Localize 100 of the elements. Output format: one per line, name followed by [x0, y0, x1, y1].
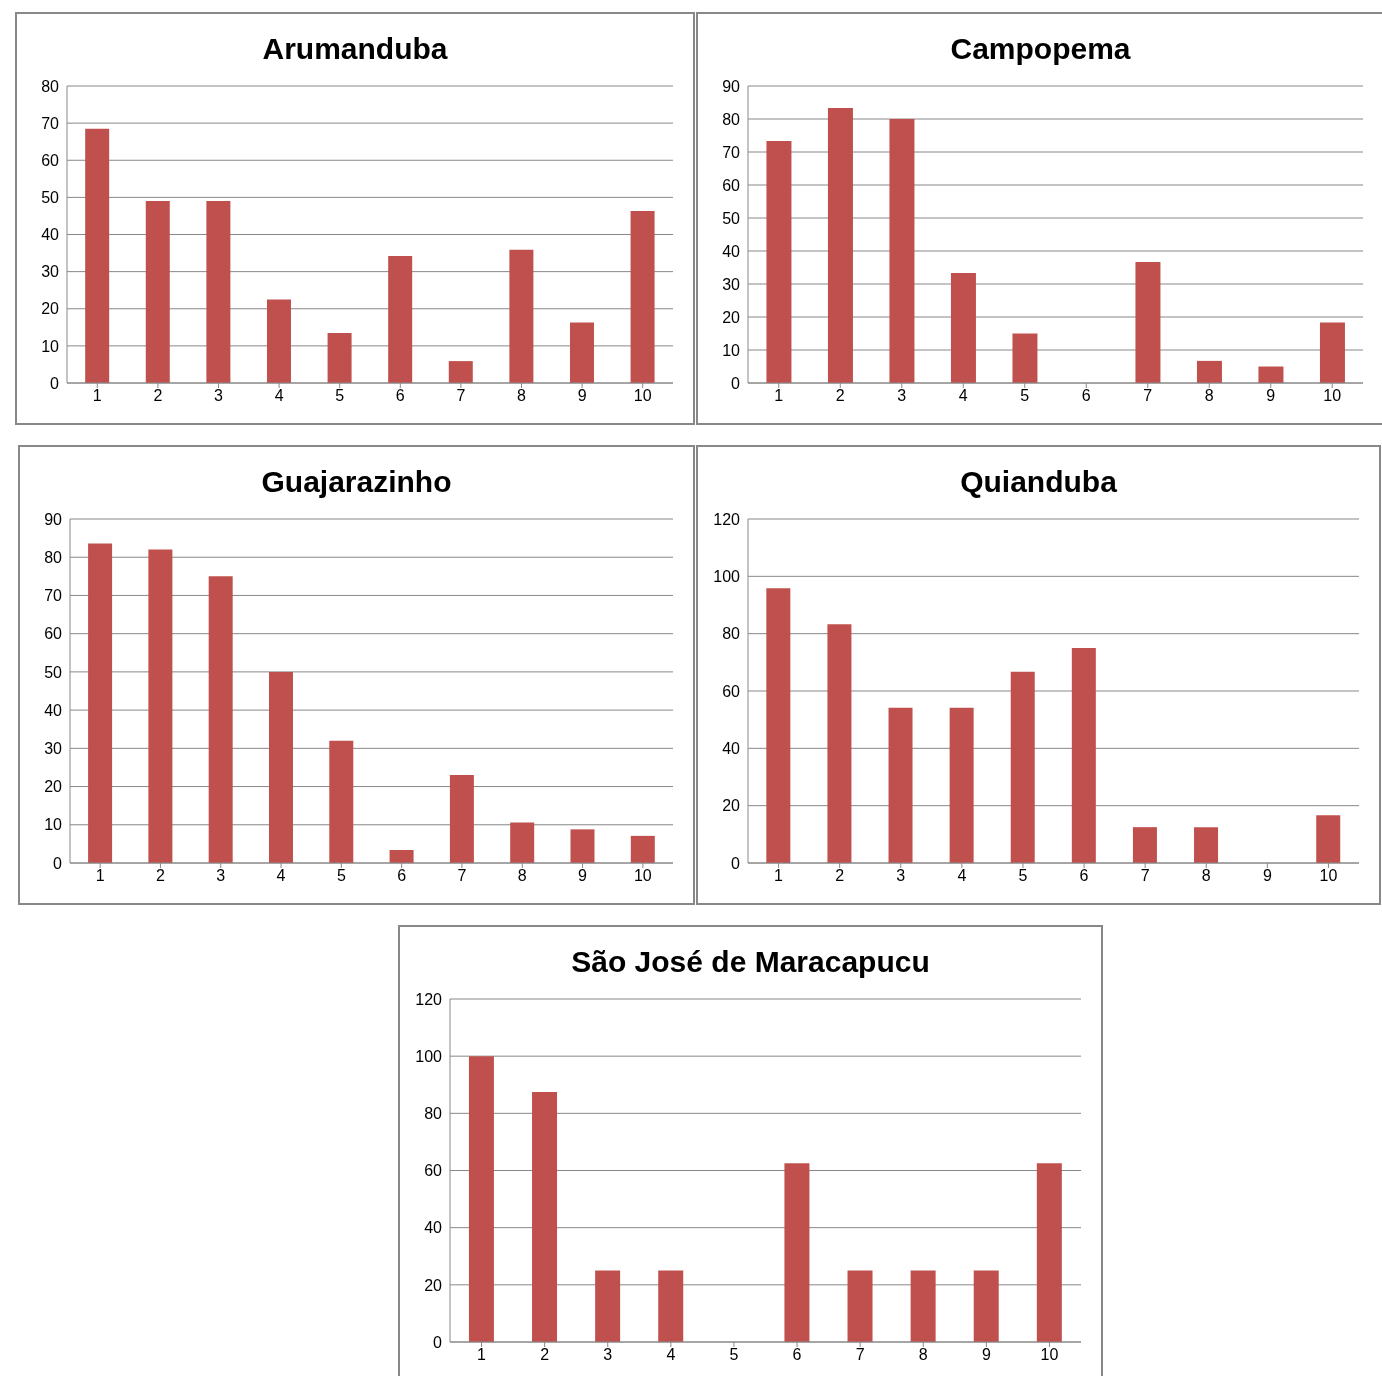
- bar: [208, 576, 233, 863]
- y-tick-label: 80: [41, 77, 60, 95]
- y-tick-label: 100: [415, 1047, 443, 1065]
- x-tick-label: 1: [774, 867, 784, 885]
- bar: [888, 707, 913, 863]
- y-tick-label: 90: [44, 510, 63, 528]
- y-tick-label: 40: [41, 226, 60, 244]
- bar: [388, 256, 413, 383]
- y-tick-label: 10: [722, 341, 741, 359]
- y-tick-label: 40: [44, 701, 63, 719]
- bar: [889, 119, 915, 383]
- bar: [449, 775, 474, 863]
- bar: [973, 1270, 999, 1342]
- bar: [1036, 1163, 1062, 1342]
- y-tick-label: 0: [731, 854, 741, 872]
- y-tick-label: 50: [44, 663, 63, 681]
- y-tick-label: 70: [41, 114, 60, 132]
- y-tick-label: 100: [713, 568, 741, 586]
- x-tick-label: 10: [1040, 1346, 1059, 1364]
- bar: [266, 299, 291, 383]
- x-tick-label: 5: [1020, 387, 1030, 405]
- x-tick-label: 8: [1201, 867, 1211, 885]
- x-tick-label: 8: [918, 1346, 928, 1364]
- x-tick-label: 9: [1266, 387, 1276, 405]
- bar: [1319, 322, 1345, 383]
- y-tick-label: 60: [722, 176, 741, 194]
- x-tick-label: 10: [633, 867, 652, 885]
- bar: [630, 211, 655, 383]
- x-tick-label: 1: [92, 387, 102, 405]
- bar: [766, 141, 792, 383]
- bar: [327, 332, 352, 383]
- x-tick-label: 7: [457, 867, 467, 885]
- chart-title: Quianduba: [959, 465, 1118, 500]
- x-tick-label: 7: [1140, 867, 1150, 885]
- x-tick-label: 9: [578, 867, 588, 885]
- y-tick-label: 120: [415, 990, 443, 1008]
- x-tick-label: 8: [517, 867, 527, 885]
- x-tick-label: 1: [95, 867, 105, 885]
- y-tick-label: 0: [50, 374, 60, 392]
- y-tick-label: 20: [44, 778, 63, 796]
- x-tick-label: 1: [774, 387, 784, 405]
- bar: [1071, 648, 1096, 863]
- x-tick-label: 3: [216, 867, 226, 885]
- y-tick-label: 60: [722, 682, 741, 700]
- bar: [389, 850, 414, 863]
- bar: [1010, 671, 1035, 863]
- x-tick-label: 10: [633, 387, 652, 405]
- bar: [1012, 333, 1038, 383]
- bar: [510, 822, 535, 863]
- x-tick-label: 4: [276, 867, 286, 885]
- bar: [784, 1163, 810, 1342]
- bar: [1196, 360, 1222, 383]
- x-tick-label: 10: [1319, 867, 1338, 885]
- x-tick-label: 7: [855, 1346, 865, 1364]
- x-tick-label: 3: [897, 387, 907, 405]
- x-tick-label: 6: [395, 387, 405, 405]
- y-tick-label: 10: [44, 816, 63, 834]
- y-tick-label: 40: [722, 242, 741, 260]
- y-tick-label: 0: [731, 374, 741, 392]
- x-tick-label: 2: [156, 867, 165, 885]
- x-tick-label: 6: [1081, 387, 1091, 405]
- y-tick-label: 70: [722, 143, 741, 161]
- bar: [658, 1270, 684, 1342]
- x-tick-label: 4: [957, 867, 967, 885]
- x-tick-label: 8: [517, 387, 527, 405]
- bar: [827, 624, 852, 863]
- bar: [1258, 366, 1284, 383]
- x-tick-label: 3: [214, 387, 224, 405]
- x-tick-label: 1: [477, 1346, 487, 1364]
- x-tick-label: 5: [335, 387, 345, 405]
- bar: [85, 128, 110, 383]
- y-tick-label: 70: [44, 587, 63, 605]
- y-tick-label: 0: [433, 1333, 443, 1351]
- y-tick-label: 10: [41, 337, 60, 355]
- y-tick-label: 40: [424, 1219, 443, 1237]
- y-tick-label: 30: [722, 275, 741, 293]
- bar: [766, 588, 791, 863]
- y-tick-label: 30: [41, 263, 60, 281]
- x-tick-label: 7: [456, 387, 466, 405]
- bar: [509, 249, 534, 383]
- y-tick-label: 80: [722, 110, 741, 128]
- bar: [1135, 261, 1161, 383]
- x-tick-label: 4: [666, 1346, 676, 1364]
- bar: [88, 543, 113, 863]
- y-tick-label: 50: [41, 189, 60, 207]
- y-tick-label: 30: [44, 740, 63, 758]
- bar: [595, 1270, 621, 1342]
- bar: [145, 201, 170, 383]
- x-tick-label: 2: [153, 387, 163, 405]
- y-tick-label: 20: [424, 1276, 443, 1294]
- x-tick-label: 4: [274, 387, 284, 405]
- x-tick-label: 3: [896, 867, 906, 885]
- x-tick-label: 6: [1079, 867, 1089, 885]
- bar: [949, 707, 974, 863]
- y-tick-label: 40: [722, 740, 741, 758]
- bar: [827, 108, 853, 383]
- bar: [569, 322, 594, 383]
- x-tick-label: 5: [1018, 867, 1028, 885]
- y-tick-label: 60: [424, 1162, 443, 1180]
- chart-title: Guajarazinho: [260, 465, 453, 500]
